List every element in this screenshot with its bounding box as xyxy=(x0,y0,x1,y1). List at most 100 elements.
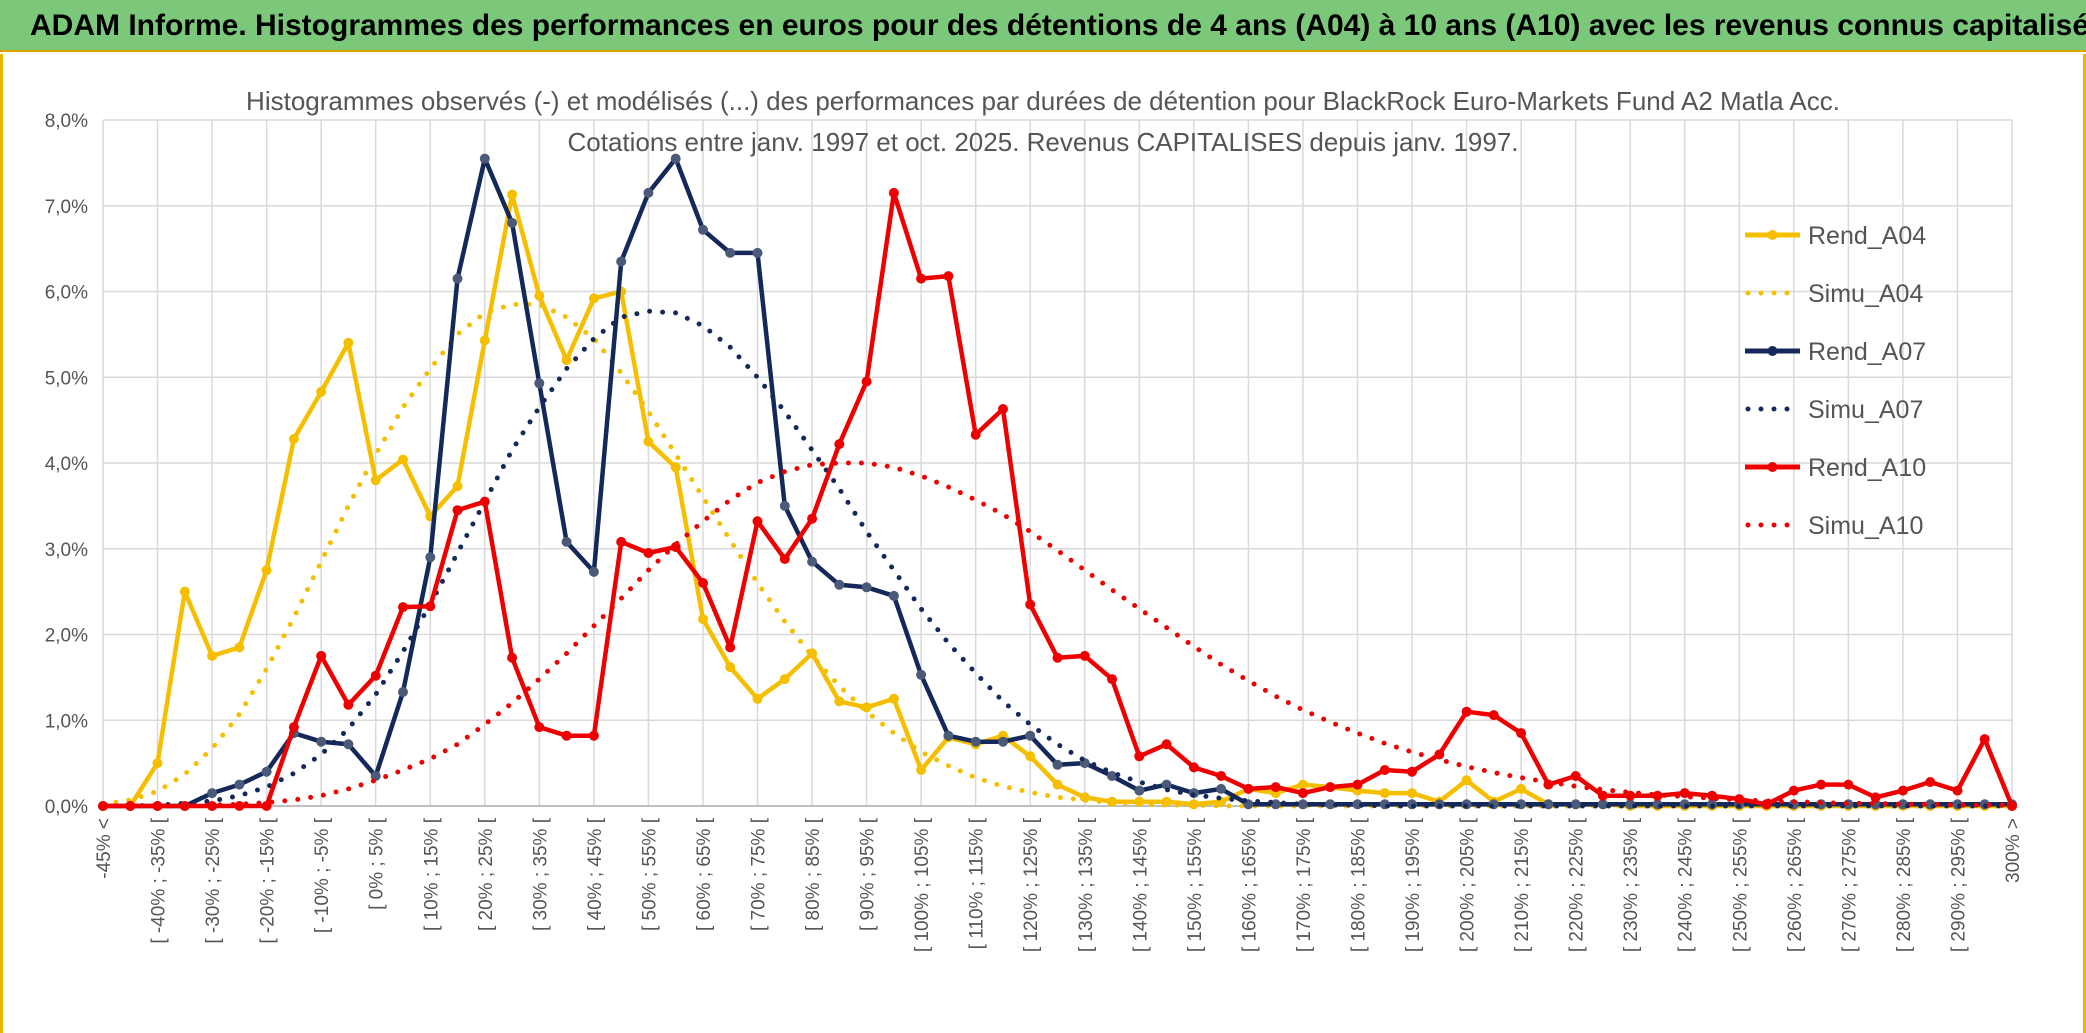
data-point xyxy=(507,652,518,663)
legend-item-Rend_A10: Rend_A10 xyxy=(1745,454,1926,482)
data-point xyxy=(1325,799,1336,810)
data-point xyxy=(1597,799,1608,810)
data-point xyxy=(561,730,572,741)
data-point xyxy=(452,505,463,516)
x-tick-label: [ 200% ; 205% [ xyxy=(1458,817,1479,952)
data-point xyxy=(1570,799,1581,810)
data-point xyxy=(1407,788,1417,799)
data-point xyxy=(1407,766,1417,777)
legend-label: Simu_A07 xyxy=(1808,396,1923,424)
data-point xyxy=(1025,751,1036,762)
legend-marker xyxy=(1767,230,1778,240)
data-point xyxy=(288,434,299,444)
series-line-Rend_A10 xyxy=(103,190,2015,809)
data-point xyxy=(479,153,490,164)
x-tick-label: [ 190% ; 195% [ xyxy=(1403,817,1424,952)
data-point xyxy=(1652,790,1663,801)
data-point xyxy=(1025,730,1036,741)
y-tick-label: 5,0% xyxy=(45,368,88,389)
data-point xyxy=(343,739,354,750)
data-point xyxy=(425,601,436,612)
data-point xyxy=(398,602,408,613)
series-Rend_A10 xyxy=(98,187,2017,811)
data-point xyxy=(779,500,790,511)
data-point xyxy=(698,578,708,588)
data-point xyxy=(2007,801,2017,811)
chart-title-line1: Histogrammes observés (-) et modélisés (… xyxy=(246,86,1840,116)
x-tick-label: [ 210% ; 215% [ xyxy=(1512,817,1533,952)
x-tick-label: [ 100% ; 105% [ xyxy=(912,817,933,952)
legend-label: Rend_A10 xyxy=(1808,454,1926,482)
series-line-Rend_A07 xyxy=(103,156,2012,809)
x-tick-label: [ 290% ; 295% [ xyxy=(1948,817,1969,952)
data-point xyxy=(670,153,681,164)
data-point xyxy=(916,765,927,775)
x-tick-label: [ 130% ; 135% [ xyxy=(1076,817,1097,952)
legend-item-Simu_A10: Simu_A10 xyxy=(1745,512,1923,540)
x-tick-label: [ 140% ; 145% [ xyxy=(1130,817,1151,952)
data-point xyxy=(779,674,790,685)
data-point xyxy=(1788,785,1799,796)
data-point xyxy=(616,256,627,267)
data-point xyxy=(725,247,736,258)
data-point xyxy=(1297,779,1308,790)
data-point xyxy=(643,187,654,198)
data-point xyxy=(398,687,408,697)
data-point xyxy=(1079,650,1090,661)
data-point xyxy=(834,579,845,590)
data-point xyxy=(1952,785,1963,796)
data-point xyxy=(643,548,654,558)
data-point xyxy=(1134,785,1145,796)
data-point xyxy=(1025,599,1036,610)
data-point xyxy=(1297,788,1308,799)
chart-title-line2: Cotations entre janv. 1997 et oct. 2025.… xyxy=(567,127,1518,157)
data-point xyxy=(1243,783,1254,794)
data-point xyxy=(261,766,272,777)
y-tick-label: 6,0% xyxy=(45,283,88,304)
x-tick-label: [ 160% ; 165% [ xyxy=(1239,817,1260,952)
data-point xyxy=(998,404,1008,414)
y-tick-label: 2,0% xyxy=(45,626,88,647)
legend-marker xyxy=(1767,462,1778,472)
data-point xyxy=(834,696,845,707)
data-point xyxy=(370,771,381,781)
y-tick-label: 3,0% xyxy=(45,540,88,561)
x-tick-label: [ 20% ; 25% [ xyxy=(476,817,497,931)
data-point xyxy=(234,801,245,811)
data-point xyxy=(916,273,927,284)
data-point xyxy=(1516,783,1527,794)
legend-item-Rend_A07: Rend_A07 xyxy=(1745,338,1926,366)
legend-label: Rend_A04 xyxy=(1808,222,1926,250)
data-point xyxy=(1270,782,1281,793)
data-point xyxy=(561,536,572,547)
data-point xyxy=(616,536,627,547)
data-point xyxy=(1488,710,1499,721)
data-point xyxy=(834,439,845,450)
x-tick-label: [ 80% ; 85% [ xyxy=(803,817,824,931)
data-point xyxy=(1570,771,1581,781)
data-point xyxy=(1052,779,1063,790)
data-point xyxy=(943,730,954,741)
data-point xyxy=(1379,788,1390,799)
data-point xyxy=(1870,792,1881,803)
data-point xyxy=(179,801,190,811)
data-point xyxy=(1516,728,1527,739)
series-Simu_A10 xyxy=(100,460,2015,809)
legend-label: Simu_A10 xyxy=(1808,512,1923,540)
data-point xyxy=(725,662,736,673)
x-tick-label: [ 280% ; 285% [ xyxy=(1894,817,1915,952)
x-tick-label: [ 70% ; 75% [ xyxy=(749,817,770,931)
x-tick-label: [ 240% ; 245% [ xyxy=(1676,817,1697,952)
data-point xyxy=(534,290,545,301)
x-tick-label: [ 30% ; 35% [ xyxy=(530,817,551,931)
data-point xyxy=(725,642,736,653)
data-point xyxy=(698,614,708,625)
series-line-Simu_A10 xyxy=(100,460,2015,809)
data-point xyxy=(588,730,599,741)
x-tick-label: [ 150% ; 155% [ xyxy=(1185,817,1206,952)
x-tick-label: [ 40% ; 45% [ xyxy=(585,817,606,931)
data-point xyxy=(888,590,899,601)
data-point xyxy=(1679,788,1690,799)
series-line-Rend_A04 xyxy=(103,192,2012,809)
